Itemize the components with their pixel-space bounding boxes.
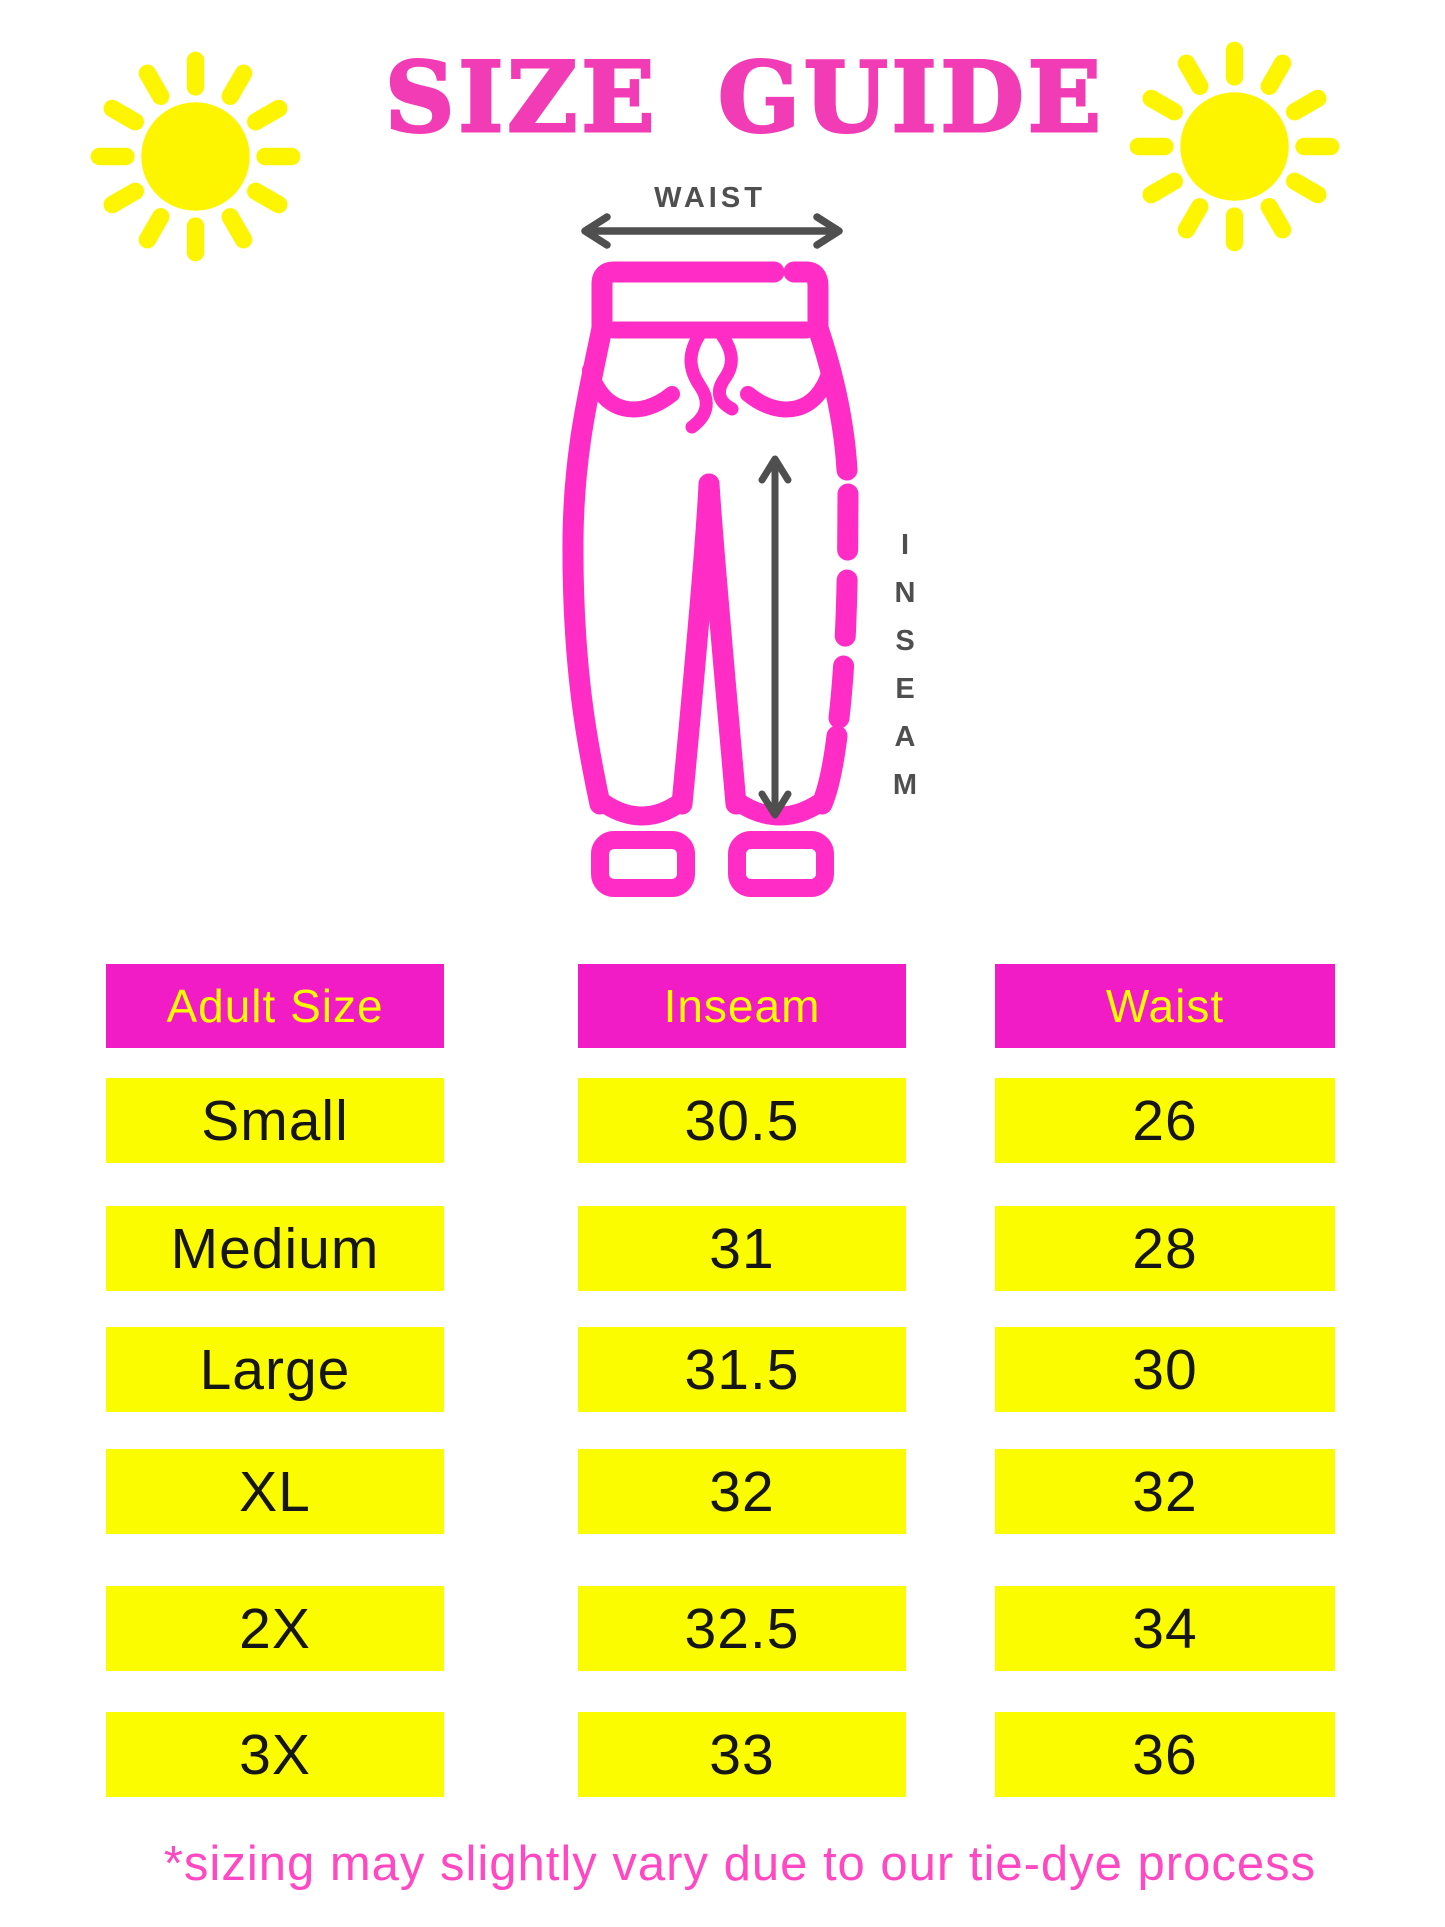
- arrowhead-down: [758, 790, 792, 819]
- pocket-right: [740, 362, 838, 418]
- inseam-cell: 33: [578, 1712, 906, 1797]
- ankle-gather-left: [592, 792, 691, 826]
- inseam-cell: 32: [578, 1449, 906, 1534]
- inseam-arrow: [758, 455, 792, 819]
- size-cell: Small: [106, 1078, 444, 1163]
- size-cell: 2X: [106, 1586, 444, 1671]
- size-cell: Medium: [106, 1206, 444, 1291]
- inseam-cell: 32.5: [578, 1586, 906, 1671]
- inseam-letter: E: [895, 673, 915, 705]
- waist-measure-label: WAIST: [654, 182, 766, 214]
- inseam-cell: 31: [578, 1206, 906, 1291]
- waistband: [591, 261, 785, 339]
- waistband-corner: [783, 261, 829, 339]
- inseam-letter: M: [892, 769, 918, 801]
- inseam-cell: 31.5: [578, 1327, 906, 1412]
- inseam-letter: I: [900, 529, 910, 561]
- inseam-cell: 30.5: [578, 1078, 906, 1163]
- sun-core: [1180, 92, 1289, 201]
- inner-leg-right: [698, 473, 747, 815]
- column-header-waist: Waist: [995, 964, 1335, 1048]
- size-cell: XL: [106, 1449, 444, 1534]
- arrowhead-up: [758, 455, 792, 484]
- leg-outline-right-dashed: [828, 483, 859, 729]
- drawstring-left: [684, 327, 713, 434]
- ankle-gather-right: [728, 792, 831, 826]
- leg-outline-right-top: [807, 317, 858, 481]
- cuff-left: [591, 831, 695, 897]
- page-title: SIZE GUIDE: [384, 41, 1105, 154]
- sun-icon: [1129, 41, 1340, 252]
- sun-rays: [1129, 41, 1340, 252]
- cuff-right: [728, 831, 834, 897]
- sun-icon: [90, 51, 301, 262]
- waist-cell: 34: [995, 1586, 1335, 1671]
- inseam-letter: A: [894, 721, 916, 753]
- waist-cell: 32: [995, 1449, 1335, 1534]
- waist-arrow: [581, 213, 843, 249]
- inseam-letter: S: [895, 625, 915, 657]
- waist-cell: 30: [995, 1327, 1335, 1412]
- column-header-inseam: Inseam: [578, 964, 906, 1048]
- waist-cell: 28: [995, 1206, 1335, 1291]
- column-header-adult-size: Adult Size: [106, 964, 444, 1048]
- arrowhead-left: [581, 213, 611, 249]
- arrowhead-right: [813, 213, 843, 249]
- sizing-disclaimer: *sizing may slightly vary due to our tie…: [163, 1837, 1317, 1891]
- size-cell: 3X: [106, 1712, 444, 1797]
- joggers-outline-graphic: [562, 261, 859, 897]
- sun-core: [141, 102, 250, 211]
- drawstring-right: [712, 327, 739, 416]
- sun-rays: [90, 51, 301, 262]
- waist-cell: 26: [995, 1078, 1335, 1163]
- size-cell: Large: [106, 1327, 444, 1412]
- inseam-letter: N: [894, 577, 916, 609]
- leg-outline-left: [562, 317, 613, 815]
- inseam-measure-label: I N S E A M: [888, 521, 922, 809]
- waist-cell: 36: [995, 1712, 1335, 1797]
